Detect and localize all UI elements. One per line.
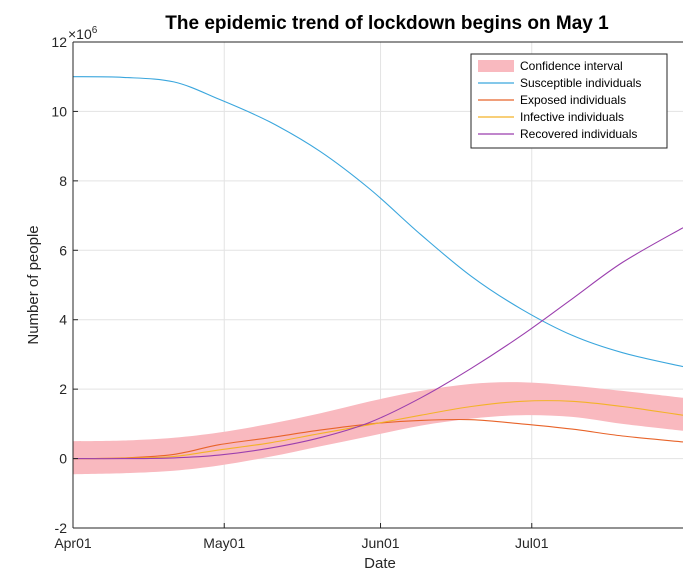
series-line-recovered	[72, 227, 683, 460]
legend-entry-label: Exposed individuals	[520, 93, 626, 107]
x-tick-label: May01	[203, 535, 245, 551]
y-tick-label: 0	[59, 451, 67, 467]
y-tick-label: 8	[59, 173, 67, 189]
series-line-susceptible	[72, 76, 683, 368]
chart-title: The epidemic trend of lockdown begins on…	[165, 13, 609, 34]
legend-swatch-confidence	[478, 60, 514, 72]
tick-labels: -2 0 2 4 6 8 10 12 Apr01 May01 Jun01 Jul01	[51, 34, 548, 551]
confidence-band	[73, 382, 683, 475]
y-tick-label: 6	[59, 242, 67, 258]
x-tick-label: Jul01	[515, 535, 549, 551]
x-axis-label: Date	[364, 555, 396, 572]
legend-entry-label: Confidence interval	[520, 59, 623, 73]
y-exponent-power: 6	[92, 25, 98, 36]
x-tick-label: Apr01	[54, 535, 92, 551]
confidence-band-layer	[73, 382, 683, 475]
y-tick-label: 4	[59, 312, 67, 328]
axes	[72, 41, 683, 529]
y-axis-label: Number of people	[25, 225, 42, 344]
y-tick-label: 10	[51, 103, 67, 119]
legend-entry-label: Recovered individuals	[520, 127, 637, 141]
y-exponent-label: ×106	[68, 25, 98, 42]
series-line-exposed	[72, 418, 683, 460]
legend-entry-label: Infective individuals	[520, 110, 624, 124]
y-exponent-base: ×10	[68, 26, 92, 42]
x-tick-label: Jun01	[361, 535, 399, 551]
y-tick-label: -2	[55, 520, 68, 536]
y-tick-label: 2	[59, 381, 67, 397]
y-tick-label: 12	[51, 34, 67, 50]
legend-entry-label: Susceptible individuals	[520, 76, 641, 90]
series-layer	[72, 76, 683, 460]
series-line-infective	[72, 400, 683, 460]
legend: Confidence interval Susceptible individua…	[470, 53, 668, 149]
